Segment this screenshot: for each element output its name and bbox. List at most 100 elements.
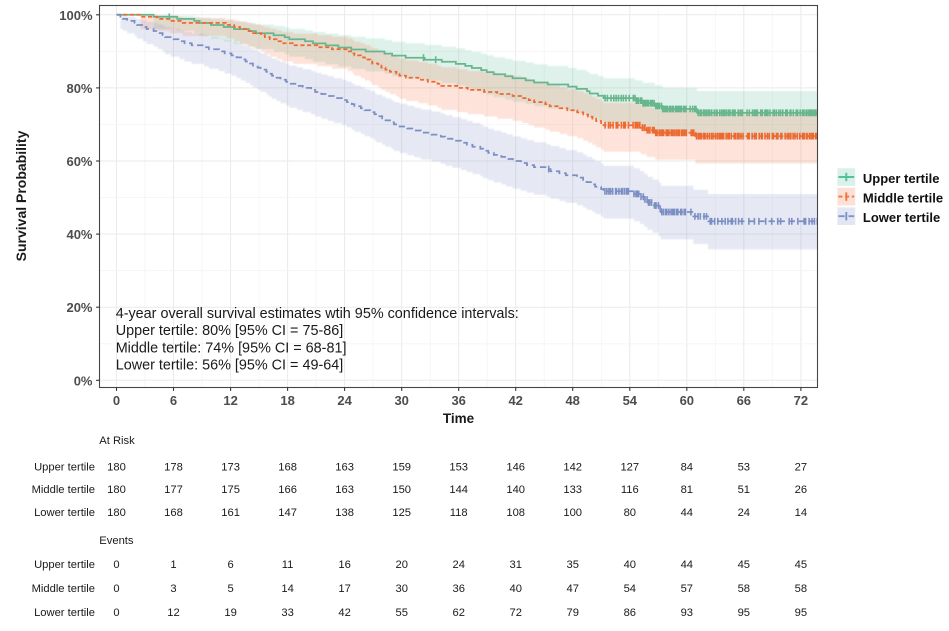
svg-text:0: 0 bbox=[113, 607, 119, 619]
svg-text:0: 0 bbox=[113, 583, 119, 595]
svg-text:Time: Time bbox=[443, 411, 475, 426]
svg-text:100%: 100% bbox=[59, 8, 93, 23]
svg-text:12: 12 bbox=[167, 607, 179, 619]
svg-text:20%: 20% bbox=[66, 300, 92, 315]
svg-text:Upper tertile: Upper tertile bbox=[863, 171, 940, 186]
svg-text:80: 80 bbox=[624, 507, 636, 519]
svg-text:79: 79 bbox=[566, 607, 578, 619]
svg-text:6: 6 bbox=[227, 559, 233, 571]
svg-text:177: 177 bbox=[164, 484, 183, 496]
svg-text:81: 81 bbox=[681, 484, 693, 496]
svg-text:108: 108 bbox=[506, 507, 525, 519]
svg-text:11: 11 bbox=[282, 559, 294, 571]
svg-text:66: 66 bbox=[737, 393, 751, 408]
svg-text:17: 17 bbox=[338, 583, 350, 595]
svg-text:Middle tertile: Middle tertile bbox=[863, 191, 943, 206]
svg-text:19: 19 bbox=[224, 607, 236, 619]
svg-text:159: 159 bbox=[392, 462, 411, 474]
svg-text:At Risk: At Risk bbox=[99, 435, 135, 447]
svg-text:58: 58 bbox=[738, 583, 750, 595]
svg-text:118: 118 bbox=[450, 507, 468, 519]
svg-text:55: 55 bbox=[395, 607, 407, 619]
svg-text:144: 144 bbox=[449, 484, 468, 496]
svg-text:146: 146 bbox=[506, 462, 525, 474]
svg-text:Lower tertile: 56% [95% CI = 4: Lower tertile: 56% [95% CI = 49-64] bbox=[116, 357, 344, 373]
svg-text:133: 133 bbox=[563, 484, 582, 496]
svg-text:86: 86 bbox=[624, 607, 636, 619]
svg-text:30: 30 bbox=[395, 583, 407, 595]
svg-text:48: 48 bbox=[565, 393, 579, 408]
svg-text:178: 178 bbox=[164, 462, 183, 474]
svg-text:168: 168 bbox=[164, 507, 183, 519]
svg-text:Upper tertile: Upper tertile bbox=[34, 462, 95, 474]
svg-text:31: 31 bbox=[509, 559, 521, 571]
svg-text:125: 125 bbox=[392, 507, 411, 519]
svg-text:36: 36 bbox=[452, 583, 464, 595]
svg-text:30: 30 bbox=[394, 393, 408, 408]
svg-text:72: 72 bbox=[509, 607, 521, 619]
svg-text:0: 0 bbox=[113, 393, 120, 408]
svg-text:161: 161 bbox=[221, 507, 240, 519]
svg-text:42: 42 bbox=[338, 607, 350, 619]
svg-text:116: 116 bbox=[621, 484, 639, 496]
svg-text:95: 95 bbox=[795, 607, 807, 619]
svg-text:24: 24 bbox=[738, 507, 750, 519]
svg-text:140: 140 bbox=[506, 484, 525, 496]
svg-text:127: 127 bbox=[620, 462, 639, 474]
svg-text:0: 0 bbox=[113, 559, 119, 571]
svg-text:14: 14 bbox=[795, 507, 807, 519]
svg-text:0%: 0% bbox=[74, 373, 93, 388]
svg-text:Lower tertile: Lower tertile bbox=[34, 507, 95, 519]
svg-text:153: 153 bbox=[449, 462, 468, 474]
svg-text:Middle tertile: Middle tertile bbox=[32, 484, 95, 496]
svg-text:5: 5 bbox=[227, 583, 233, 595]
svg-text:26: 26 bbox=[795, 484, 807, 496]
svg-text:47: 47 bbox=[566, 583, 578, 595]
svg-text:Middle tertile: 74% [95% CI =: Middle tertile: 74% [95% CI = 68-81] bbox=[116, 340, 347, 356]
svg-text:180: 180 bbox=[107, 484, 126, 496]
svg-text:168: 168 bbox=[278, 462, 297, 474]
svg-text:1: 1 bbox=[170, 559, 176, 571]
svg-text:Events: Events bbox=[99, 535, 134, 547]
svg-text:Upper tertile: Upper tertile bbox=[34, 559, 95, 571]
svg-text:16: 16 bbox=[338, 559, 350, 571]
svg-text:4-year overall survival estima: 4-year overall survival estimates wtih 9… bbox=[116, 306, 519, 322]
svg-text:35: 35 bbox=[566, 559, 578, 571]
svg-text:150: 150 bbox=[392, 484, 411, 496]
svg-text:180: 180 bbox=[107, 507, 126, 519]
svg-text:142: 142 bbox=[563, 462, 582, 474]
svg-text:Lower tertile: Lower tertile bbox=[34, 607, 95, 619]
svg-text:58: 58 bbox=[795, 583, 807, 595]
svg-text:24: 24 bbox=[337, 393, 352, 408]
svg-text:62: 62 bbox=[452, 607, 464, 619]
svg-text:57: 57 bbox=[681, 583, 693, 595]
svg-text:6: 6 bbox=[170, 393, 177, 408]
svg-text:3: 3 bbox=[170, 583, 176, 595]
svg-text:20: 20 bbox=[395, 559, 407, 571]
svg-text:18: 18 bbox=[280, 393, 294, 408]
svg-text:54: 54 bbox=[624, 583, 636, 595]
svg-text:60: 60 bbox=[680, 393, 694, 408]
svg-text:40%: 40% bbox=[66, 227, 92, 242]
svg-text:80%: 80% bbox=[66, 81, 92, 96]
svg-text:24: 24 bbox=[452, 559, 464, 571]
svg-text:175: 175 bbox=[221, 484, 240, 496]
svg-text:40: 40 bbox=[624, 559, 636, 571]
svg-text:12: 12 bbox=[223, 393, 237, 408]
svg-text:33: 33 bbox=[281, 607, 293, 619]
svg-text:163: 163 bbox=[335, 484, 354, 496]
svg-text:45: 45 bbox=[738, 559, 750, 571]
svg-text:93: 93 bbox=[681, 607, 693, 619]
svg-text:95: 95 bbox=[738, 607, 750, 619]
svg-text:53: 53 bbox=[738, 462, 750, 474]
svg-text:14: 14 bbox=[281, 583, 293, 595]
svg-text:72: 72 bbox=[794, 393, 808, 408]
svg-text:147: 147 bbox=[278, 507, 297, 519]
svg-text:Lower tertile: Lower tertile bbox=[863, 210, 940, 225]
svg-text:180: 180 bbox=[107, 462, 126, 474]
svg-text:40: 40 bbox=[509, 583, 521, 595]
svg-text:Survival Probability: Survival Probability bbox=[13, 130, 29, 261]
svg-text:44: 44 bbox=[681, 559, 693, 571]
svg-text:44: 44 bbox=[681, 507, 693, 519]
svg-text:Middle tertile: Middle tertile bbox=[32, 583, 95, 595]
